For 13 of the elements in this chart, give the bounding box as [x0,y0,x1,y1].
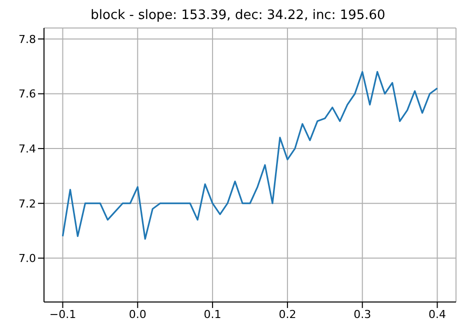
x-tick-label: 0.4 [428,308,446,321]
x-tick-label: 0.2 [278,308,296,321]
x-tick-label: −0.1 [49,308,76,321]
chart-title: block - slope: 153.39, dec: 34.22, inc: 195.60 [90,8,386,25]
x-tick-label: 0.3 [354,308,372,321]
y-tick-label: 7.0 [18,252,36,266]
line-series [62,71,438,240]
y-tick-label: 7.8 [18,32,36,46]
y-tick-label: 7.4 [18,142,36,156]
y-tick-label: 7.6 [18,88,36,101]
y-tick-label: 7.2 [18,197,36,210]
x-tick-label: 0.0 [128,308,146,321]
x-tick-label: 0.1 [204,308,222,321]
